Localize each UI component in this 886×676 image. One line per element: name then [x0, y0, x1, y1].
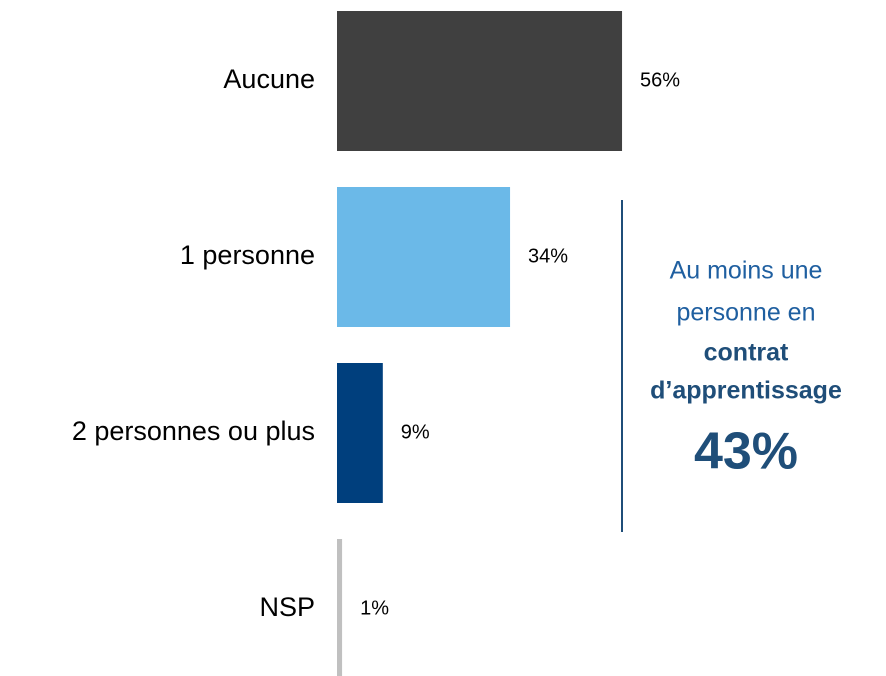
- category-label: 1 personne: [180, 240, 315, 270]
- value-label: 34%: [528, 245, 568, 267]
- value-label: 1%: [360, 597, 389, 619]
- annotation-total: 43%: [694, 423, 798, 481]
- annotation-bold: d’apprentissage: [650, 377, 842, 405]
- value-label: 56%: [640, 69, 680, 91]
- bar: [337, 11, 623, 151]
- bar: [337, 187, 511, 327]
- annotation-text: personne en: [676, 299, 815, 327]
- value-label: 9%: [401, 421, 430, 443]
- annotation-bold: contrat: [704, 339, 789, 367]
- annotation-text: Au moins une: [670, 257, 823, 285]
- category-label: NSP: [259, 592, 315, 622]
- category-label: Aucune: [223, 64, 315, 94]
- bar: [337, 539, 343, 676]
- category-label: 2 personnes ou plus: [72, 416, 315, 446]
- bar: [337, 363, 383, 503]
